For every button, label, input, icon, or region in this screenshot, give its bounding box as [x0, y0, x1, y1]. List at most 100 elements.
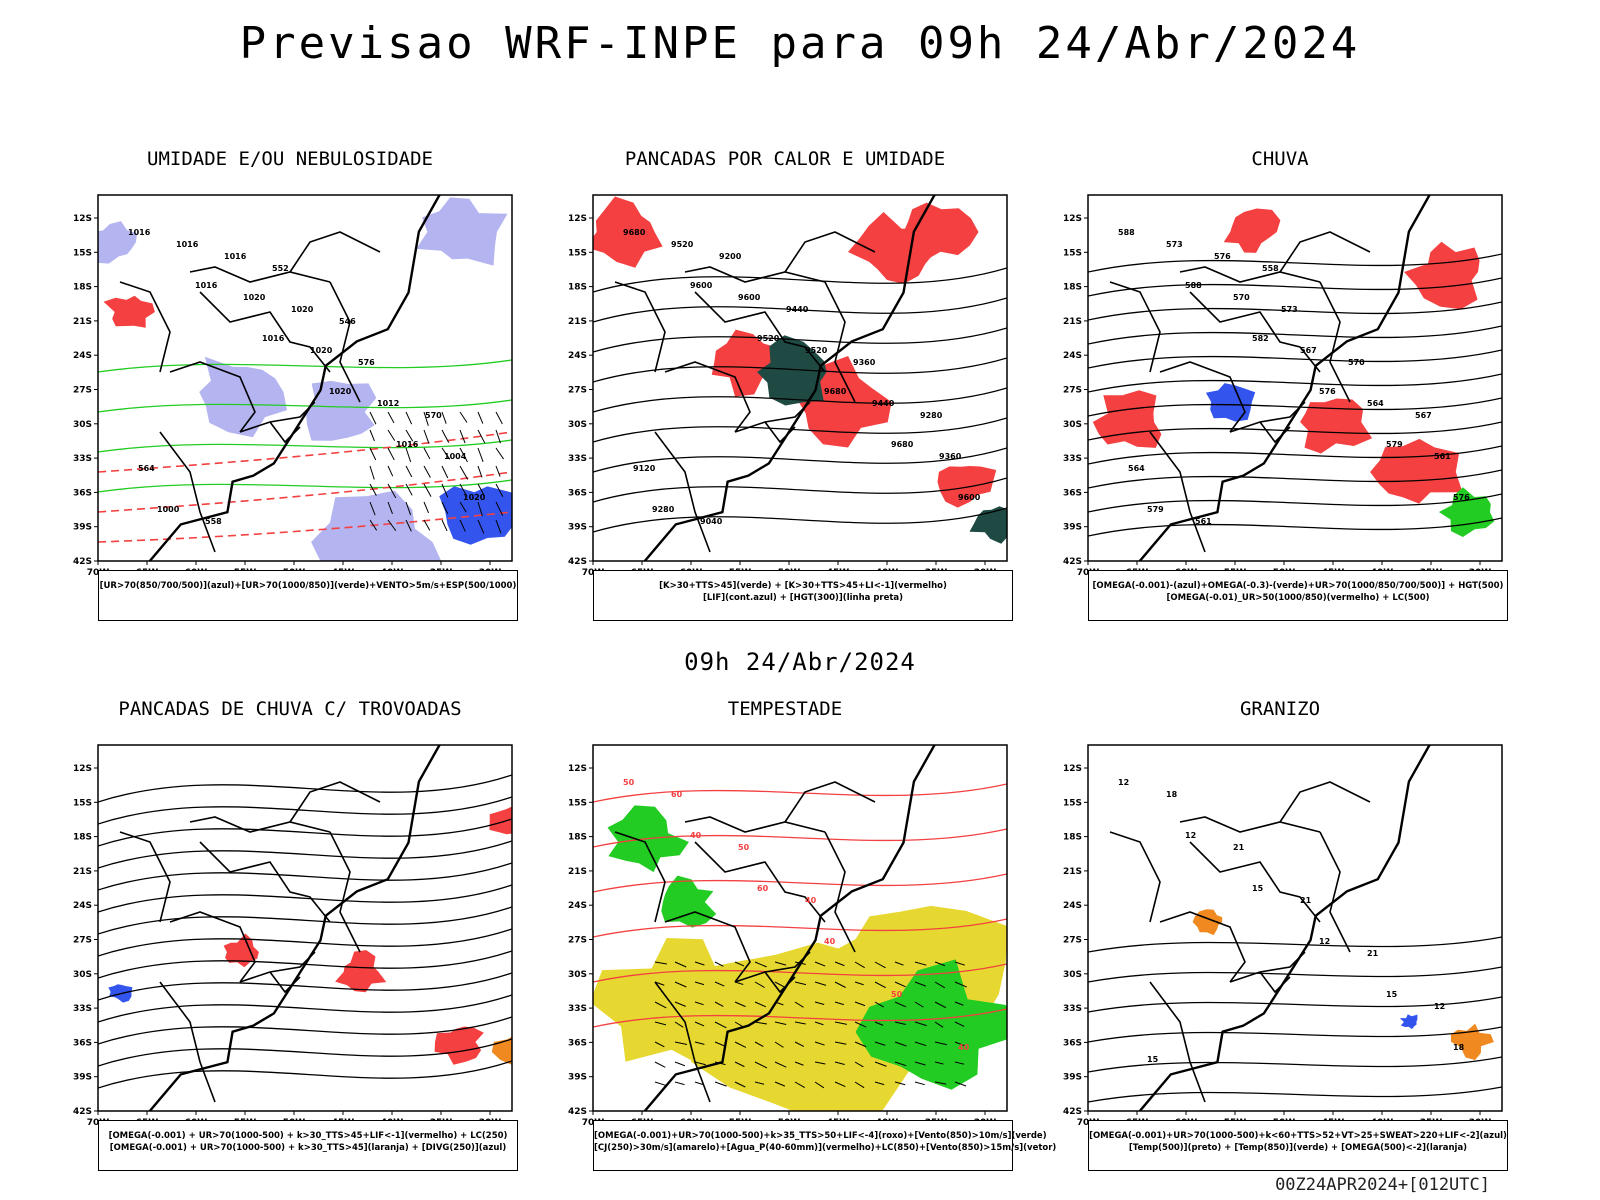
wind-vector	[894, 1081, 906, 1086]
field-area	[1399, 1014, 1418, 1030]
political-border	[269, 971, 301, 994]
wind-vector	[934, 1021, 944, 1028]
wind-vector	[441, 447, 451, 460]
wind-vector	[734, 1081, 746, 1088]
contour-line	[1088, 1026, 1502, 1043]
wind-vector	[654, 1041, 665, 1048]
contour-label: 561	[1195, 517, 1212, 526]
wind-vector	[387, 501, 393, 514]
political-border	[169, 361, 256, 433]
wind-vector	[914, 961, 927, 966]
lat-tick-label: 24S	[1063, 351, 1082, 361]
wind-vector	[814, 961, 826, 967]
political-border	[614, 281, 666, 373]
lat-tick-label: 15S	[73, 798, 92, 808]
contour-line	[98, 796, 512, 825]
field-area	[98, 221, 137, 264]
political-border	[329, 281, 361, 403]
political-border	[1149, 981, 1206, 1103]
contour-label: 40	[805, 896, 817, 905]
wind-vector	[495, 447, 504, 460]
lat-tick-label: 15S	[568, 798, 587, 808]
wind-vector	[714, 961, 724, 967]
wind-vector	[674, 1081, 685, 1086]
thickness-line	[98, 431, 512, 473]
contour-line	[98, 774, 512, 803]
contour-label: 9680	[824, 387, 847, 396]
political-border	[269, 421, 301, 444]
wind-vector	[774, 1041, 784, 1048]
wind-vector	[714, 1021, 727, 1029]
wind-vector	[477, 519, 485, 534]
wind-vector	[794, 1041, 805, 1047]
wind-vector	[774, 1081, 786, 1087]
lat-tick-label: 42S	[568, 1107, 587, 1117]
map-frame	[592, 194, 1008, 562]
contour-label: 588	[1185, 281, 1202, 290]
lat-tick-label: 15S	[1063, 798, 1082, 808]
political-border	[1319, 281, 1351, 403]
contour-line	[1088, 397, 1502, 417]
contour-line	[98, 884, 512, 913]
wind-vector	[854, 981, 864, 986]
wind-vector	[459, 483, 468, 497]
wind-vector	[387, 483, 397, 499]
contour-line	[1088, 493, 1502, 513]
wind-vector	[405, 519, 412, 532]
contour-label: 576	[1319, 387, 1336, 396]
panel-pancadas-calor: PANCADAS POR CALOR E UMIDADE 9680 9600 952…	[535, 148, 1035, 621]
wind-vector	[495, 519, 502, 534]
contour-label: 40	[824, 937, 836, 946]
political-border	[189, 266, 331, 283]
wind-vector	[654, 1001, 667, 1009]
wind-vector	[441, 519, 448, 532]
contour-label: 558	[1262, 264, 1279, 273]
wind-vector	[934, 1041, 948, 1046]
lat-tick-label: 33S	[568, 1004, 587, 1014]
contour-line	[98, 862, 512, 891]
wind-vector	[369, 519, 378, 531]
lat-tick-label: 12S	[568, 764, 587, 774]
lat-tick-label: 42S	[1063, 1107, 1082, 1117]
lat-tick-label: 15S	[568, 248, 587, 258]
wind-vector	[934, 1001, 947, 1009]
political-border	[654, 431, 711, 553]
wind-vector	[441, 483, 449, 498]
wind-vector	[694, 1081, 704, 1086]
panel-title: PANCADAS POR CALOR E UMIDADE	[624, 148, 946, 170]
field-area	[593, 938, 767, 1067]
contour-label: 50	[738, 843, 750, 852]
political-border	[119, 281, 171, 373]
wind-vector	[874, 1081, 885, 1086]
contour-label: 9120	[633, 464, 656, 473]
political-border	[694, 291, 826, 373]
legend-chuva: [OMEGA(-0.001)-(azul)+OMEGA(-0.3)-(verde…	[1088, 570, 1508, 621]
contour-line	[1088, 421, 1502, 441]
wind-vector	[774, 961, 787, 966]
contour-label: 1012	[377, 399, 399, 408]
contour-label: 12	[1434, 1002, 1445, 1011]
lat-tick-label: 33S	[568, 454, 587, 464]
contour-line	[593, 963, 1007, 983]
contour-label: 588	[1118, 228, 1135, 237]
field-area	[711, 329, 781, 397]
wind-vector	[387, 519, 397, 532]
contour-label: 15	[1252, 884, 1264, 893]
contour-line	[98, 840, 512, 869]
political-border	[1159, 361, 1246, 433]
wind-vector	[459, 429, 466, 444]
wind-vector	[794, 981, 807, 986]
coastline	[1138, 745, 1431, 1111]
contour-label: 579	[1147, 505, 1164, 514]
panel-title: PANCADAS DE CHUVA C/ TROVOADAS	[118, 698, 462, 720]
legend-granizo: [OMEGA(-0.001)+UR>70(1000-500)+k<60+TTS>…	[1088, 1120, 1508, 1171]
lat-tick-label: 27S	[568, 936, 587, 946]
wind-vector	[495, 411, 503, 425]
wind-vector	[954, 981, 967, 988]
political-border	[289, 231, 381, 273]
political-border	[169, 911, 256, 983]
thickness-line	[98, 471, 512, 513]
contour-label: 9600	[738, 293, 761, 302]
contour-label: 561	[1434, 452, 1451, 461]
wind-vector	[854, 1081, 865, 1089]
